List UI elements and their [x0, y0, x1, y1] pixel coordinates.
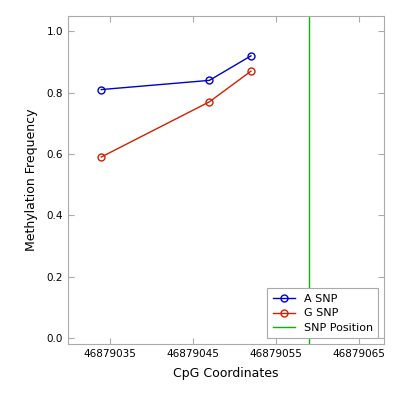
Line: A SNP: A SNP: [98, 52, 254, 93]
A SNP: [207, 78, 212, 83]
Y-axis label: Methylation Frequency: Methylation Frequency: [25, 109, 38, 251]
Legend: A SNP, G SNP, SNP Position: A SNP, G SNP, SNP Position: [267, 288, 378, 338]
G SNP: [248, 69, 253, 74]
A SNP: [248, 54, 253, 58]
A SNP: [99, 87, 104, 92]
G SNP: [99, 155, 104, 160]
G SNP: [207, 100, 212, 104]
Line: G SNP: G SNP: [98, 68, 254, 160]
X-axis label: CpG Coordinates: CpG Coordinates: [173, 367, 279, 380]
